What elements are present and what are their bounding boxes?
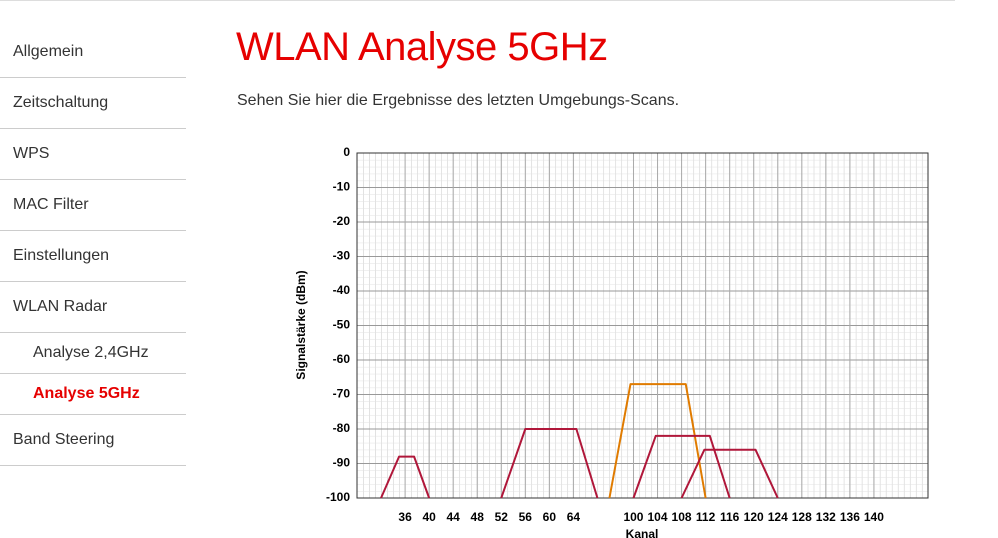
x-tick-label: 128 — [792, 510, 812, 524]
y-tick-label: -100 — [326, 490, 350, 504]
x-tick-label: 36 — [398, 510, 412, 524]
nav-item[interactable]: Allgemein — [0, 27, 186, 78]
x-tick-label: 60 — [543, 510, 557, 524]
nav-item[interactable]: WPS — [0, 129, 186, 180]
x-tick-label: 116 — [720, 510, 740, 524]
signal-curve — [380, 455, 431, 499]
y-tick-label: -90 — [333, 456, 351, 470]
y-axis-label: Signalstärke (dBm) — [294, 270, 308, 379]
x-tick-label: 44 — [446, 510, 460, 524]
y-tick-label: -40 — [333, 283, 351, 297]
y-tick-label: -80 — [333, 421, 351, 435]
x-tick-label: 40 — [422, 510, 436, 524]
y-tick-label: -30 — [333, 249, 351, 263]
x-tick-label: 100 — [623, 510, 643, 524]
plot-frame — [356, 152, 929, 499]
x-tick-label: 48 — [471, 510, 485, 524]
x-tick-label: 52 — [495, 510, 509, 524]
y-tick-label: -70 — [333, 387, 351, 401]
top-border — [0, 0, 955, 1]
nav-item[interactable]: Einstellungen — [0, 231, 186, 282]
x-tick-label: 136 — [840, 510, 860, 524]
intro-text: Sehen Sie hier die Ergebnisse des letzte… — [237, 92, 680, 109]
sidebar: Allgemein Zeitschaltung WPS MAC Filter Einst… — [0, 27, 186, 466]
signal-curve — [680, 448, 779, 499]
x-tick-label: 108 — [672, 510, 692, 524]
y-tick-label: -10 — [333, 180, 351, 194]
nav-item[interactable]: WLAN Radar — [0, 282, 186, 333]
signal-curve — [632, 434, 731, 499]
page-title: WLAN Analyse 5GHz — [236, 25, 608, 69]
nav-item[interactable]: Analyse 5GHz — [0, 374, 186, 415]
x-tick-label: 120 — [744, 510, 764, 524]
x-axis-label: Kanal — [626, 527, 659, 538]
x-tick-label: 140 — [864, 510, 884, 524]
y-tick-label: -20 — [333, 214, 351, 228]
y-tick-label: -50 — [333, 318, 351, 332]
signal-curve — [500, 428, 599, 499]
nav-item[interactable]: Band Steering — [0, 415, 186, 466]
nav-item[interactable]: MAC Filter — [0, 180, 186, 231]
x-tick-label: 56 — [519, 510, 533, 524]
x-tick-label: 112 — [696, 510, 716, 524]
x-tick-label: 104 — [648, 510, 668, 524]
nav-item[interactable]: Zeitschaltung — [0, 78, 186, 129]
y-tick-label: 0 — [343, 145, 350, 159]
y-tick-label: -60 — [333, 352, 351, 366]
x-tick-label: 124 — [768, 510, 788, 524]
x-tick-label: 64 — [567, 510, 581, 524]
x-tick-label: 132 — [816, 510, 836, 524]
signal-curve — [608, 383, 707, 499]
nav-item[interactable]: Analyse 2,4GHz — [0, 333, 186, 374]
